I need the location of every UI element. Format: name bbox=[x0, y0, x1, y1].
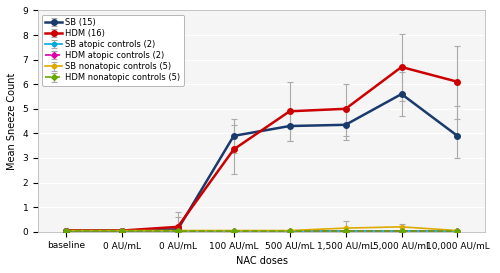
X-axis label: NAC doses: NAC doses bbox=[236, 256, 288, 266]
Legend: SB (15), HDM (16), SB atopic controls (2), HDM atopic controls (2), SB nonatopic: SB (15), HDM (16), SB atopic controls (2… bbox=[42, 15, 184, 86]
Y-axis label: Mean Sneeze Count: Mean Sneeze Count bbox=[7, 72, 17, 170]
